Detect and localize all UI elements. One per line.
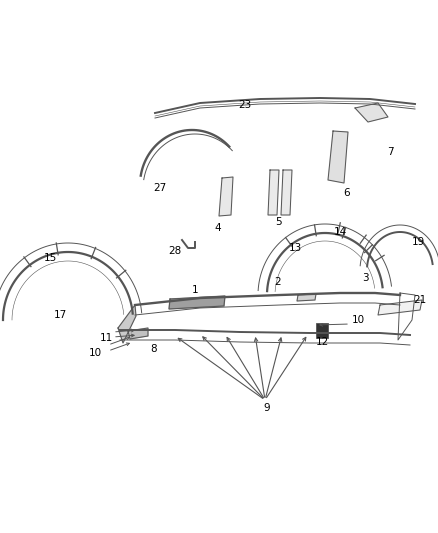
Text: 5: 5: [275, 217, 281, 227]
Text: 27: 27: [153, 183, 166, 193]
Text: 11: 11: [99, 333, 113, 343]
Polygon shape: [297, 294, 316, 301]
Text: 9: 9: [264, 403, 270, 413]
Text: 28: 28: [168, 246, 182, 256]
Text: 17: 17: [53, 310, 67, 320]
Polygon shape: [281, 170, 292, 215]
Polygon shape: [355, 103, 388, 122]
Text: 14: 14: [333, 227, 346, 237]
Text: 3: 3: [362, 273, 368, 283]
Text: 10: 10: [351, 315, 364, 325]
Text: 19: 19: [411, 237, 424, 247]
Text: 1: 1: [192, 285, 198, 295]
Text: 4: 4: [215, 223, 221, 233]
Polygon shape: [128, 328, 148, 339]
Polygon shape: [268, 170, 279, 215]
Text: 6: 6: [344, 188, 350, 198]
Text: 10: 10: [88, 348, 102, 358]
Text: 12: 12: [315, 337, 328, 347]
Text: 21: 21: [413, 295, 427, 305]
Text: 13: 13: [288, 243, 302, 253]
Text: 7: 7: [387, 147, 393, 157]
Text: 15: 15: [43, 253, 57, 263]
Polygon shape: [169, 296, 225, 309]
Bar: [316, 323, 328, 338]
Text: 2: 2: [275, 277, 281, 287]
Polygon shape: [219, 177, 233, 216]
Text: 23: 23: [238, 100, 251, 110]
Text: 8: 8: [151, 344, 157, 354]
Polygon shape: [378, 300, 422, 315]
Polygon shape: [118, 305, 136, 343]
Polygon shape: [328, 131, 348, 183]
